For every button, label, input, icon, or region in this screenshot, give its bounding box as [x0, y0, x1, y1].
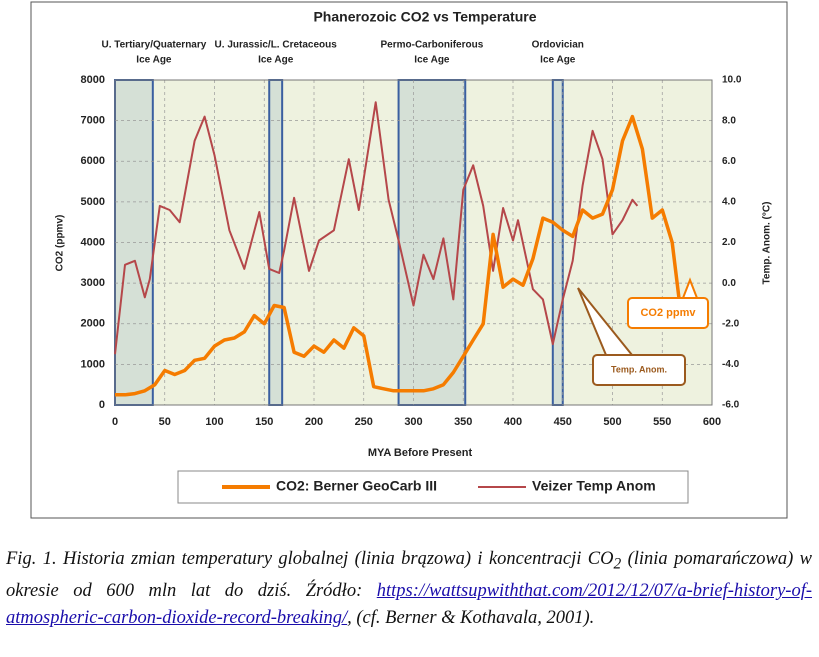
x-tick-label: 450 [554, 416, 572, 428]
x-tick-label: 600 [703, 416, 721, 428]
chart-title: Phanerozoic CO2 vs Temperature [313, 9, 536, 25]
x-tick-label: 250 [355, 416, 373, 428]
legend-label: Veizer Temp Anom [532, 478, 656, 494]
ice-age-label: Ice Age [136, 55, 172, 66]
y-tick-label: 4000 [81, 236, 105, 248]
ice-age-label: Ice Age [258, 55, 294, 66]
y2-tick-label: -2.0 [722, 318, 740, 329]
ice-age-label: U. Jurassic/L. Cretaceous [215, 40, 338, 51]
y2-tick-label: -4.0 [722, 359, 740, 370]
y2-tick-label: 2.0 [722, 237, 736, 248]
y2-tick-label: 6.0 [722, 156, 736, 167]
y-tick-label: 1000 [81, 358, 105, 370]
plot-border [114, 79, 713, 406]
ice-age-label: Permo-Carboniferous [381, 40, 484, 51]
callout-pointer [577, 287, 633, 356]
callout-pointer [682, 277, 698, 299]
chart: Phanerozoic CO2 vs Temperature MYA Befor… [30, 1, 788, 519]
x-axis-title: MYA Before Present [368, 447, 473, 459]
y2-tick-label: 0.0 [722, 278, 736, 289]
ice-age-label: Ice Age [540, 55, 576, 66]
x-tick-label: 350 [454, 416, 472, 428]
caption-text: Fig. 1. Historia zmian temperatury globa… [6, 549, 614, 569]
ice-age-label: U. Tertiary/Quaternary [101, 40, 206, 51]
ice-age-label: Ice Age [414, 55, 450, 66]
ice-age-band [397, 79, 467, 406]
x-tick-label: 300 [404, 416, 422, 428]
y-tick-label: 2000 [81, 318, 105, 330]
y-tick-label: 5000 [81, 196, 105, 208]
y-tick-label: 0 [99, 399, 105, 411]
y-axis-title: CO2 (ppmv) [55, 215, 66, 272]
y-tick-label: 6000 [81, 155, 105, 167]
x-tick-label: 500 [603, 416, 621, 428]
callout-box [592, 354, 686, 386]
caption-text: , (cf. Berner & Kothavala, 2001). [347, 607, 595, 628]
y2-axis-title: Temp. Anom. (°C) [762, 202, 773, 285]
x-tick-label: 400 [504, 416, 522, 428]
x-tick-label: 200 [305, 416, 323, 428]
y-tick-label: 3000 [81, 277, 105, 289]
caption-text: (linia pomarańczowa) w okresie od 600 ml… [6, 549, 813, 601]
callout-text: CO2 ppmv [640, 307, 696, 319]
x-tick-label: 0 [112, 416, 118, 428]
y2-tick-label: 8.0 [722, 115, 736, 126]
x-tick-label: 550 [653, 416, 671, 428]
y2-tick-label: -6.0 [722, 400, 740, 411]
ice-age-label: Ordovician [532, 40, 584, 51]
y2-tick-label: 4.0 [722, 197, 736, 208]
caption-link[interactable]: https://wattsupwiththat.com/2012/12/07/a… [6, 580, 812, 628]
callout-box [627, 297, 709, 329]
callout-text: Temp. Anom. [611, 364, 667, 374]
x-tick-label: 150 [255, 416, 273, 428]
series-line [115, 114, 684, 397]
y-tick-label: 7000 [81, 115, 105, 127]
x-tick-label: 100 [205, 416, 223, 428]
series-line [114, 101, 639, 355]
caption: Fig. 1. Historia zmian temperatury globa… [6, 546, 812, 632]
caption-subscript: 2 [613, 555, 622, 573]
y-tick-label: 8000 [81, 74, 105, 86]
y2-tick-label: 10.0 [722, 75, 742, 86]
legend-label: CO2: Berner GeoCarb III [276, 478, 437, 494]
x-tick-label: 50 [159, 416, 171, 428]
